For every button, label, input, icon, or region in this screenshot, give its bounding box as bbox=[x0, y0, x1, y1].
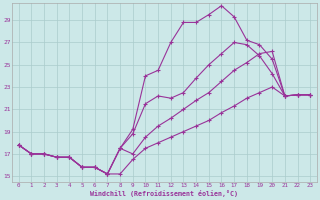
X-axis label: Windchill (Refroidissement éolien,°C): Windchill (Refroidissement éolien,°C) bbox=[91, 190, 238, 197]
